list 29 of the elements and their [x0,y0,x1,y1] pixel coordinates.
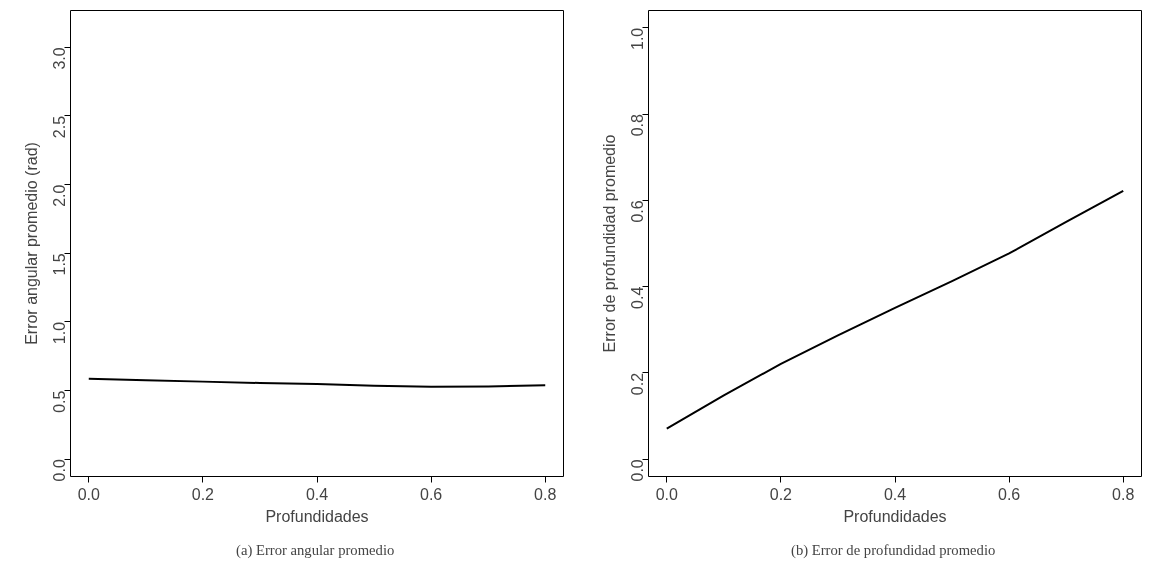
y-tick-label: 0.8 [629,113,647,137]
y-axis-title: Error angular promedio (rad) [22,142,40,345]
x-axis-title: Profundidades [265,507,369,525]
y-tick-label: 1.0 [51,321,69,345]
text: (a) Error angular promedio [236,542,395,559]
x-tick-label: 0.0 [77,485,100,503]
x-tick-label: 0.4 [305,485,329,503]
y-tick-label: 0.5 [51,390,69,413]
x-tick-label: 0.8 [534,485,557,503]
x-tick-label: 0.6 [998,485,1021,503]
y-tick-label: 1.5 [51,253,69,276]
x-tick-label: 0.8 [1112,485,1135,503]
x-tick-label: 0.2 [769,485,793,503]
y-tick-label: 3.0 [51,47,69,70]
y-tick-label: 0.2 [629,372,647,396]
y-tick-label: 2.5 [51,115,69,139]
y-axis-title: Error de profundidad promedio [600,134,618,353]
x-tick-label: 0.4 [883,485,907,503]
y-tick-label: 0.4 [629,286,647,309]
x-tick-label: 0.0 [655,485,678,503]
x-tick-label: 0.2 [191,485,215,503]
x-tick-label: 0.6 [420,485,443,503]
y-tick-label: 1.0 [629,27,647,50]
y-tick-label: 0.0 [51,459,69,482]
x-axis-title: Profundidades [843,507,947,525]
y-tick-label: 2.0 [51,184,69,207]
y-tick-label: 0.6 [629,200,647,223]
text: (b) Error de profundidad promedio [791,542,996,559]
y-tick-label: 0.0 [629,459,647,482]
